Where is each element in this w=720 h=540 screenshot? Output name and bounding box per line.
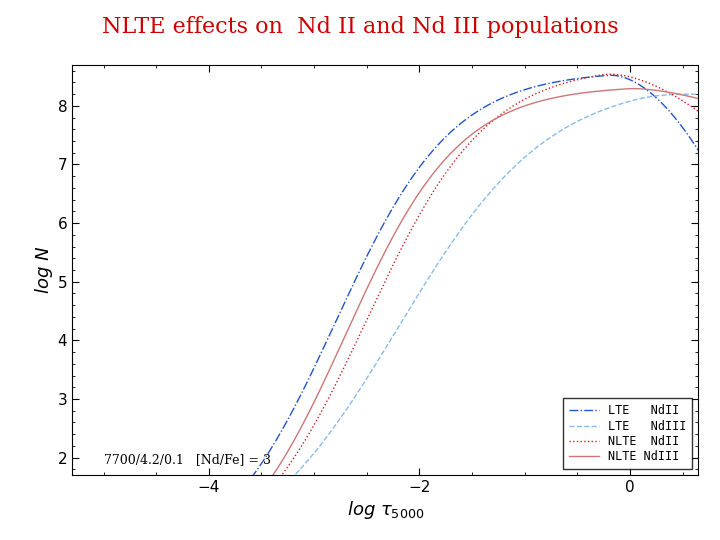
X-axis label: log $\tau_{5000}$: log $\tau_{5000}$	[346, 499, 424, 521]
Y-axis label: log N: log N	[35, 247, 53, 293]
Text: 7700/4.2/0.1   [Nd/Fe] = 3: 7700/4.2/0.1 [Nd/Fe] = 3	[104, 454, 271, 467]
Text: NLTE effects on  Nd II and Nd III populations: NLTE effects on Nd II and Nd III populat…	[102, 16, 618, 38]
Legend: LTE   NdII, LTE   NdIII, NLTE  NdII, NLTE NdIII: LTE NdII, LTE NdIII, NLTE NdII, NLTE NdI…	[563, 399, 693, 469]
